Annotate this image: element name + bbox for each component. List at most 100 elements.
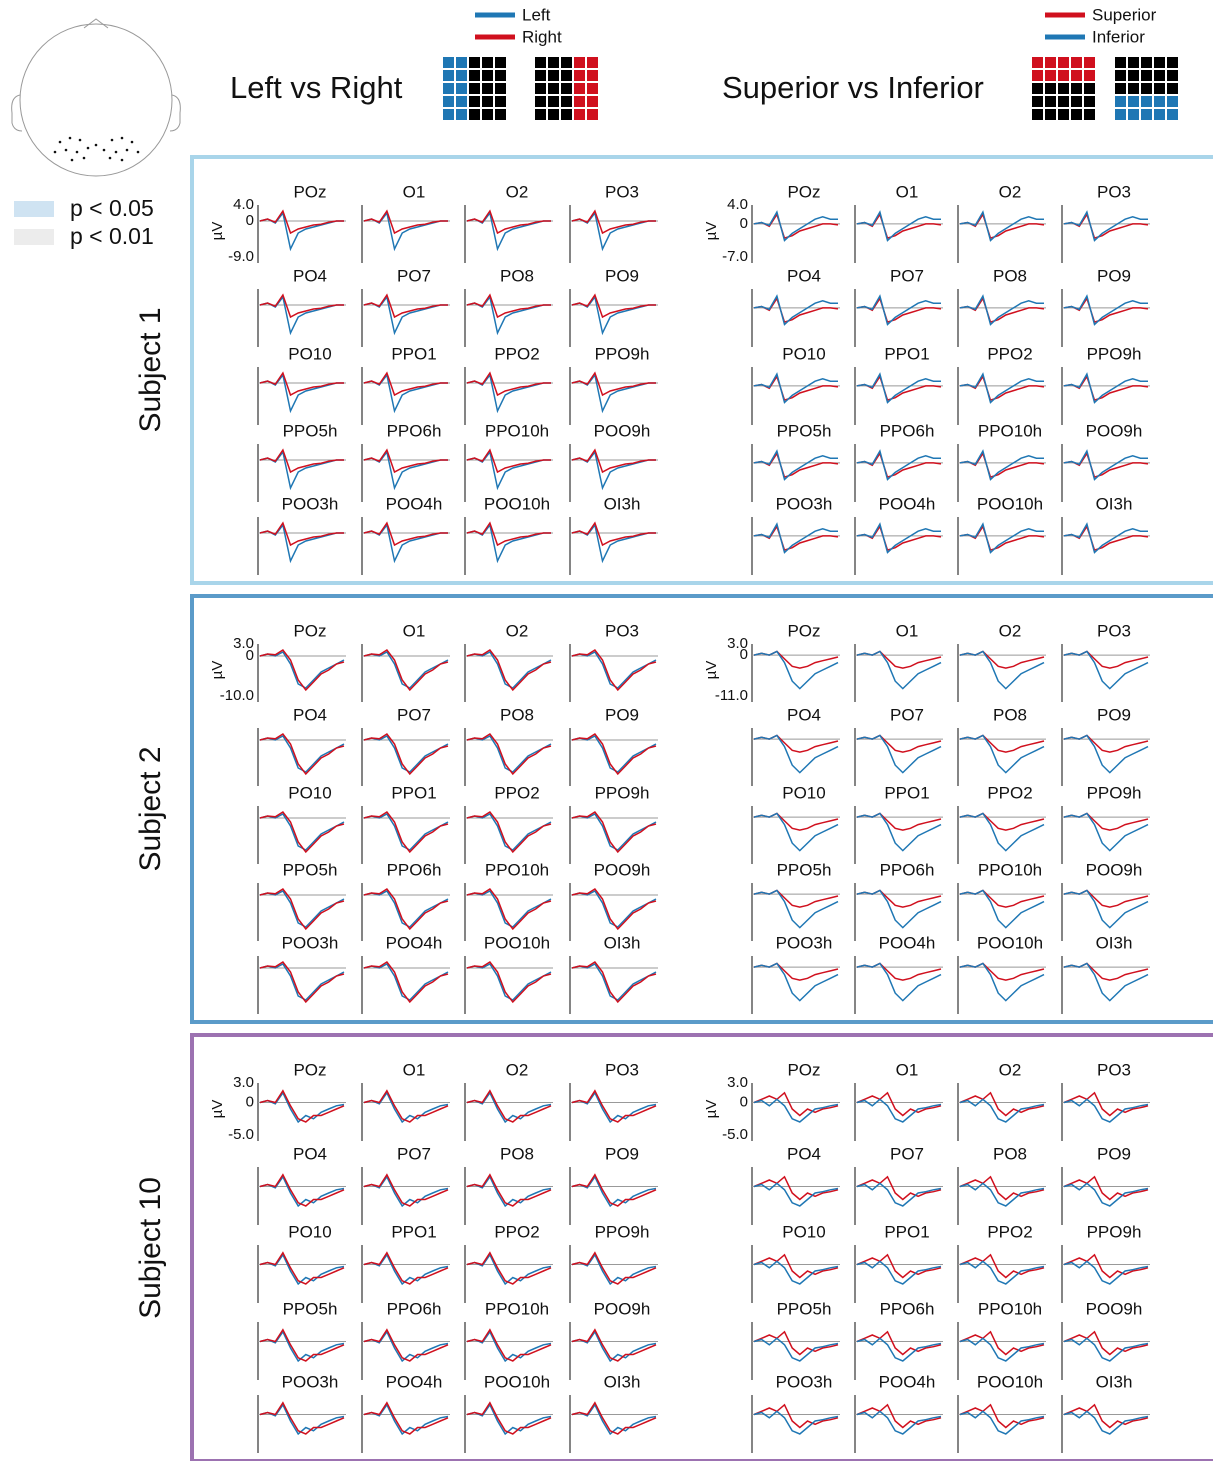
grid-icon-cell (574, 57, 585, 68)
grid-icon-cell (587, 83, 598, 94)
channel-title: O2 (506, 621, 529, 640)
channel-title: PPO10h (978, 421, 1042, 440)
erp-trace (1064, 451, 1148, 479)
erp-trace (572, 736, 656, 772)
erp-trace (572, 1330, 656, 1361)
grid-icon-cell (587, 70, 598, 81)
channel-title: PO7 (890, 266, 924, 285)
grid-icon-cell (1128, 70, 1139, 81)
erp-trace (754, 963, 838, 1000)
erp-trace (467, 891, 551, 927)
erp-trace (754, 296, 838, 324)
grid-icon-cell (548, 83, 559, 94)
erp-trace (857, 524, 941, 552)
grid-icon-cell (1058, 57, 1069, 68)
grid-icon-cell (495, 83, 506, 94)
erp-trace (364, 375, 448, 411)
channel-title: PO7 (397, 266, 431, 285)
grid-icon-cell (1084, 96, 1095, 107)
y-tick-label: 0 (246, 1093, 254, 1110)
channel-title: PPO5h (777, 1299, 832, 1318)
channel-title: PPO10h (485, 860, 549, 879)
channel-title: PPO6h (387, 1299, 442, 1318)
channel-title: PO9 (1097, 705, 1131, 724)
grid-icon-cell (456, 96, 467, 107)
grid-icon-cell (1167, 109, 1178, 120)
grid-icon-cell (1058, 83, 1069, 94)
legend-label: Right (522, 27, 562, 46)
erp-trace (364, 297, 448, 333)
y-tick-label: -10.0 (220, 687, 254, 704)
grid-icon-cell (1071, 57, 1082, 68)
erp-trace (857, 963, 941, 1000)
channel-title: POz (787, 1060, 820, 1079)
grid-icon-cell (1045, 70, 1056, 81)
grid-icon-cell (456, 57, 467, 68)
channel-title: POO3h (776, 1372, 833, 1391)
channel-title: PPO10h (485, 1299, 549, 1318)
erp-trace (364, 891, 448, 927)
erp-trace (364, 1177, 448, 1206)
erp-trace (857, 890, 941, 927)
erp-trace (857, 212, 941, 240)
channel-title: POO10h (484, 933, 550, 952)
channel-title: O2 (999, 1060, 1022, 1079)
erp-trace (572, 652, 656, 688)
erp-trace (364, 1091, 448, 1122)
erp-trace (467, 1091, 551, 1122)
channel-title: PPO9h (595, 783, 650, 802)
grid-icon-cell (1167, 70, 1178, 81)
erp-trace (572, 525, 656, 561)
erp-trace (260, 1403, 344, 1434)
channel-title: PO8 (500, 1144, 534, 1163)
channel-title: PPO6h (387, 860, 442, 879)
channel-title: PO10 (288, 783, 331, 802)
channel-title: POO4h (386, 1372, 443, 1391)
erp-trace (754, 890, 838, 927)
channel-title: PO4 (787, 1144, 821, 1163)
erp-trace (364, 1403, 448, 1434)
erp-trace (364, 525, 448, 561)
erp-trace (467, 452, 551, 488)
grid-icon-cell (574, 96, 585, 107)
channel-title: PPO10h (978, 860, 1042, 879)
erp-trace (260, 1091, 344, 1122)
erp-trace (754, 524, 838, 552)
channel-title: O2 (999, 182, 1022, 201)
erp-trace (1064, 296, 1148, 324)
grid-icon-cell (1058, 70, 1069, 81)
erp-trace (260, 1330, 344, 1361)
subject-label: Subject 10 (134, 1177, 167, 1319)
channel-title: OI3h (604, 1372, 641, 1391)
erp-trace (467, 814, 551, 850)
erp-trace (572, 891, 656, 927)
channel-title: PO7 (397, 1144, 431, 1163)
grid-icon-cell (1045, 57, 1056, 68)
erp-trace (260, 297, 344, 333)
erp-trace (960, 451, 1044, 479)
erp-trace (960, 651, 1044, 688)
channel-title: PPO1 (884, 344, 929, 363)
grid-icon-cell (482, 109, 493, 120)
channel-title: PO9 (1097, 266, 1131, 285)
grid-icon-cell (1167, 96, 1178, 107)
y-tick-label: -9.0 (228, 248, 254, 265)
erp-trace (467, 964, 551, 1000)
channel-title: PO10 (288, 344, 331, 363)
erp-trace (260, 1255, 344, 1284)
grid-icon-cell (1115, 57, 1126, 68)
erp-trace (572, 964, 656, 1000)
grid-icon-cell (469, 83, 480, 94)
channel-title: PPO5h (283, 860, 338, 879)
erp-trace (572, 1177, 656, 1206)
erp-trace (364, 652, 448, 688)
channel-title: POO4h (879, 494, 936, 513)
grid-icon-cell (482, 83, 493, 94)
erp-trace (572, 213, 656, 249)
erp-trace (467, 1175, 551, 1206)
y-axis-label: µV (209, 1100, 226, 1119)
channel-title: PPO9h (1087, 783, 1142, 802)
grid-icon-cell (1154, 70, 1165, 81)
channel-title: PO3 (1097, 1060, 1131, 1079)
legend-label: Superior (1092, 5, 1157, 24)
